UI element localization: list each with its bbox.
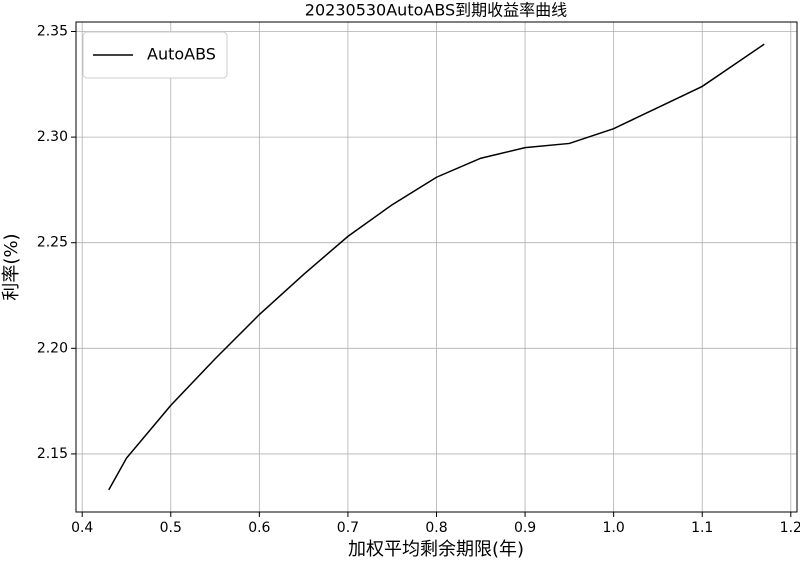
x-tick-label: 0.8 <box>425 520 447 536</box>
line <box>108 43 765 491</box>
x-tick-label: 1.2 <box>780 520 800 536</box>
legend-box <box>82 31 228 79</box>
chart-title: 20230530AutoABS到期收益率曲线 <box>305 1 567 20</box>
x-tick-label: 1.0 <box>603 520 625 536</box>
x-tick-label: 0.6 <box>248 520 270 536</box>
x-axis-label: 加权平均剩余期限(年) <box>348 539 524 560</box>
x-tick-label: 0.9 <box>514 520 536 536</box>
y-tick-label: 2.20 <box>37 340 68 356</box>
plot-frame <box>75 21 798 513</box>
legend-label: AutoABS <box>147 45 216 64</box>
x-tick-label: 0.5 <box>160 520 182 536</box>
y-axis-label: 利率(%) <box>1 233 22 300</box>
y-tick-label: 2.25 <box>37 235 68 251</box>
x-tick-label: 0.4 <box>71 520 93 536</box>
y-tick-label: 2.35 <box>37 24 68 40</box>
y-tick-label: 2.30 <box>37 129 68 145</box>
x-tick-label: 1.1 <box>691 520 713 536</box>
x-tick-label: 0.7 <box>337 520 359 536</box>
y-tick-label: 2.15 <box>37 446 68 462</box>
